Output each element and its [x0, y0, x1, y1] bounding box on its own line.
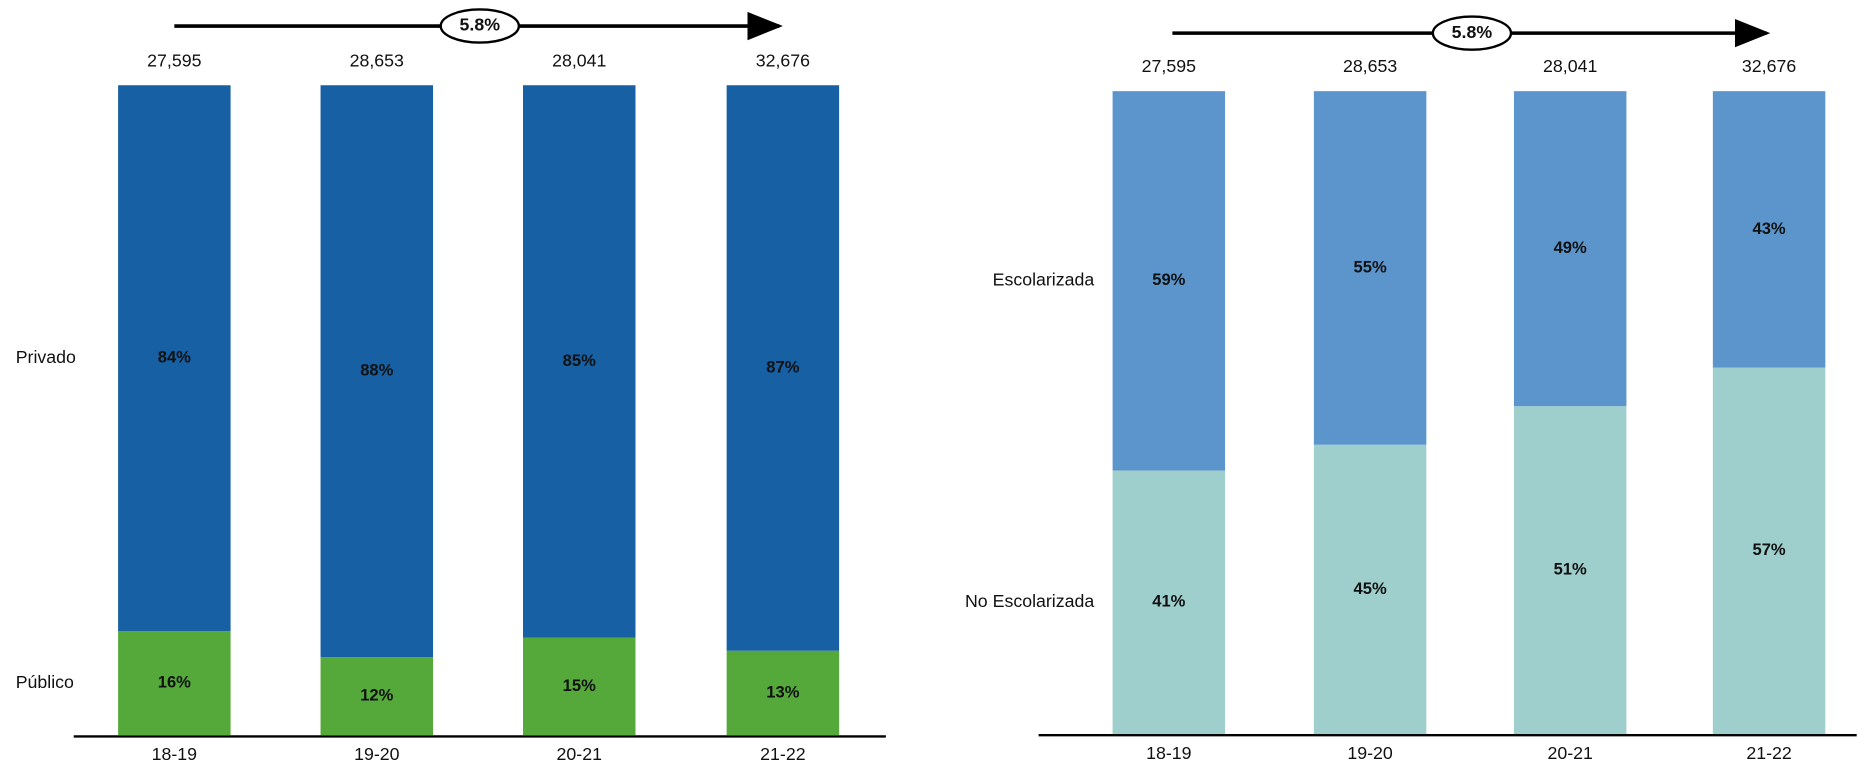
- value-label: 55%: [1354, 257, 1387, 276]
- value-label: 59%: [1152, 270, 1185, 289]
- total-label: 28,041: [1543, 56, 1597, 76]
- bar-segment: [118, 85, 231, 632]
- bar-segment: [1313, 444, 1427, 735]
- annotation-oval: [1431, 15, 1513, 51]
- total-label: 28,041: [552, 50, 606, 70]
- bar-segment: [320, 657, 434, 736]
- value-label: 16%: [158, 673, 191, 692]
- total-label: 27,595: [1142, 56, 1196, 76]
- annotation: 5.8%: [460, 15, 501, 35]
- value-label: 41%: [1152, 592, 1185, 611]
- value-label: 84%: [158, 348, 191, 367]
- bar-segment: [523, 637, 636, 736]
- value-label: 88%: [360, 361, 393, 380]
- bar-segment: [1313, 91, 1427, 445]
- value-label: 51%: [1554, 559, 1587, 578]
- legend-label: Privado: [16, 347, 76, 367]
- value-label: 15%: [563, 676, 596, 695]
- x-tick-label: 20-21: [557, 744, 602, 764]
- total-label: 28,653: [350, 50, 404, 70]
- total-label: 32,676: [1742, 56, 1796, 76]
- x-tick-label: 21-22: [1746, 743, 1791, 763]
- legend-label: Escolarizada: [993, 269, 1095, 289]
- bar-segment: [1513, 91, 1627, 407]
- bar-segment: [1112, 470, 1226, 735]
- x-tick-label: 20-21: [1547, 743, 1592, 763]
- value-label: 49%: [1554, 238, 1587, 257]
- x-tick-label: 18-19: [152, 744, 198, 764]
- bar-segment: [320, 85, 434, 658]
- value-label: 87%: [766, 357, 799, 376]
- bar-segment: [1712, 91, 1826, 368]
- legend-label: No Escolarizada: [965, 591, 1094, 611]
- value-label: 57%: [1753, 540, 1786, 559]
- value-label: 12%: [360, 686, 393, 705]
- legend-label: Público: [16, 672, 74, 692]
- bar-segment: [523, 85, 636, 638]
- bar-segment: [1112, 91, 1226, 471]
- total-label: 27,595: [147, 50, 201, 70]
- value-label: 43%: [1753, 219, 1786, 238]
- annotation: 5.8%: [1452, 22, 1493, 42]
- bar-segment: [1712, 367, 1826, 735]
- value-label: 45%: [1354, 579, 1387, 598]
- total-label: 32,676: [756, 50, 810, 70]
- x-tick-label: 19-20: [1347, 743, 1393, 763]
- bar-segment: [1513, 406, 1627, 735]
- x-tick-label: 18-19: [1146, 743, 1192, 763]
- value-label: 13%: [766, 682, 799, 701]
- bar-segment: [726, 85, 840, 651]
- value-label: 85%: [563, 351, 596, 370]
- total-label: 28,653: [1343, 56, 1397, 76]
- annotation-oval: [439, 8, 521, 44]
- x-tick-label: 21-22: [760, 744, 805, 764]
- bar-segment: [726, 650, 840, 736]
- bar-segment: [118, 631, 231, 736]
- x-tick-label: 19-20: [354, 744, 400, 764]
